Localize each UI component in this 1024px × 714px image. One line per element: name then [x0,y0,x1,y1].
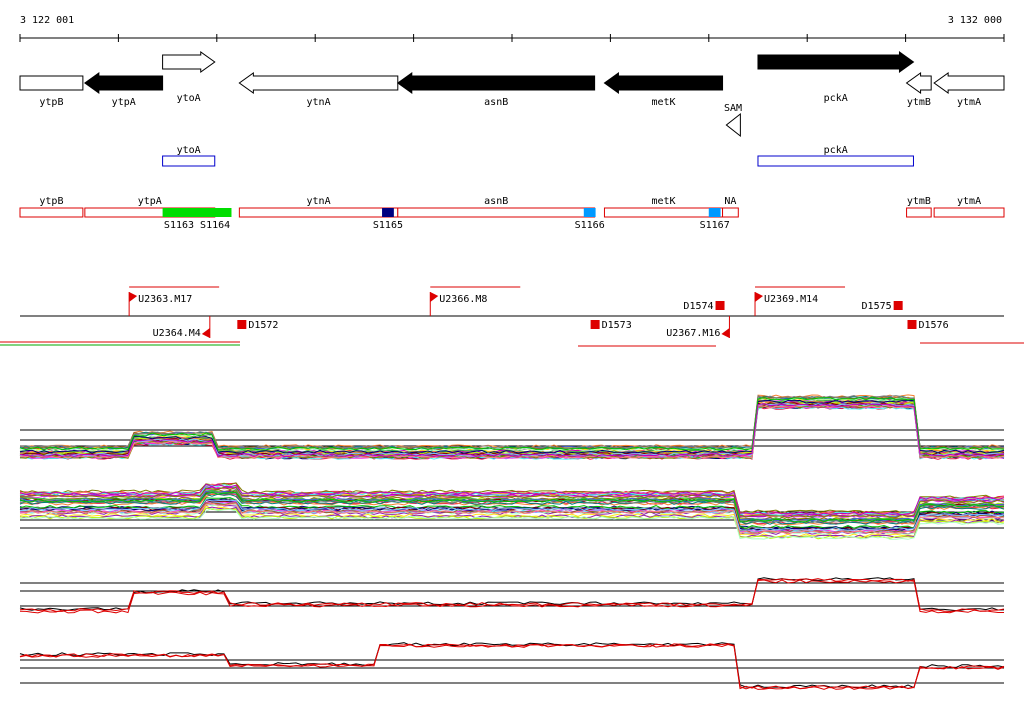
segment-mark-S1163 S1164 [162,208,232,217]
downstream-mark-D1576 [907,320,917,329]
expression-trace [19,486,1005,519]
operon-label-ytoA: ytoA [177,145,201,156]
expression-trace [19,403,1005,458]
downstream-mark-D1573 [590,320,600,329]
transcript-box-metK [603,207,724,218]
gene-arrow-ytmA [933,72,1005,94]
expression-trace [19,484,1005,516]
sam-track: SAM [724,103,742,138]
upstream-label-U2364.M4: U2364.M4 [153,328,201,339]
gene-arrow-pckA [757,51,915,73]
segment-mark-S1166 [583,208,596,217]
operon-label-pckA: pckA [824,145,848,156]
expression-trace [19,642,1005,689]
upstream-label-U2369.M14: U2369.M14 [764,294,818,305]
expression-trace [19,507,1005,540]
upstream-flag-icon [201,328,210,338]
expression-trace [19,482,1005,514]
expression-profiles [19,394,1005,690]
expression-trace [19,489,1005,521]
segment-label-S1166: S1166 [575,220,605,231]
upstream-flag-icon [721,328,730,338]
transcript-box-ytnA [238,207,399,218]
transcript-label-NA: NA [724,196,736,207]
expression-trace [19,643,1005,690]
gene-arrow-ytoA [162,51,216,73]
expression-trace [19,394,1005,450]
expression-trace [19,502,1005,535]
gene-label-ytpB: ytpB [39,97,63,108]
downstream-label-D1575: D1575 [862,301,892,312]
expression-trace [19,499,1005,532]
transcript-track: ytpB ytpA ytnA asnB metK NA ytmB ytmA [19,196,1005,218]
upstream-flag-icon [129,292,138,302]
upstream-flag-icon [430,292,439,302]
downstream-label-D1572: D1572 [248,320,278,331]
gene-label-metK: metK [651,97,675,108]
ruler-start-label: 3 122 001 [20,15,74,26]
upstream-label-U2366.M8: U2366.M8 [439,294,487,305]
downstream-mark-D1575 [893,301,903,310]
gene-arrow-ytpA [83,72,164,94]
expression-trace [19,402,1005,457]
transcript-box-ytmA [933,207,1005,218]
segment-label-S1163 S1164: S1163 S1164 [164,220,230,231]
upstream-label-U2363.M17: U2363.M17 [138,294,192,305]
gene-arrow-ytmB [905,72,932,94]
gene-label-ytpA: ytpA [112,97,136,108]
downstream-mark-D1574 [715,301,725,310]
downstream-label-D1576: D1576 [918,320,948,331]
operon-box-pckA [757,155,914,167]
transcript-box-ytpB [19,207,84,218]
transcript-label-ytpB: ytpB [39,196,63,207]
gene-arrow-ytnA [238,72,399,94]
upstream-label-U2367.M16: U2367.M16 [666,328,720,339]
expression-trace [19,579,1004,614]
downstream-mark-D1572 [237,320,247,329]
expression-trace [19,491,1005,523]
gene-label-ytmA: ytmA [957,97,981,108]
transcript-label-ytnA: ytnA [307,196,331,207]
upstream-flag-icon [755,292,764,302]
transcript-label-metK: metK [651,196,675,207]
transcript-box-ytmB [906,207,932,218]
downstream-label-D1574: D1574 [683,301,713,312]
expression-trace [19,483,1005,516]
segment-label-S1167: S1167 [700,220,730,231]
gene-track: ytpB ytpA ytoA ytnA asnB metK pckA ytmB ytmA [19,51,1005,108]
segment-mark-S1165 [382,208,394,217]
expression-trace [19,399,1005,454]
expression-trace [19,643,1005,690]
gene-arrow-ytpB [19,75,84,91]
operon-track: ytoA pckA [162,145,914,167]
downstream-label-D1573: D1573 [602,320,632,331]
gene-label-ytmB: ytmB [907,97,931,108]
gene-label-asnB: asnB [484,97,508,108]
segment-track: S1163 S1164 S1165 S1166 S1167 [162,208,730,231]
expression-trace [19,577,1005,612]
gene-label-ytoA: ytoA [177,93,201,104]
expression-trace [20,493,1005,526]
gene-arrow-metK [603,72,724,94]
expression-trace [19,396,1005,451]
transcript-label-ytpA: ytpA [138,196,162,207]
transcript-box-NA [722,207,739,218]
gene-arrow-asnB [396,72,596,94]
segment-mark-S1167 [708,208,721,217]
coordinate-ruler: 3 122 001 3 132 000 [19,15,1005,42]
transcript-label-asnB: asnB [484,196,508,207]
ruler-end-label: 3 132 000 [948,15,1002,26]
expression-trace [19,578,1005,613]
feature-track: U2363.M17 U2366.M8 U2369.M14 U2364.M4 U2367.… [0,286,1024,347]
gene-label-ytnA: ytnA [307,97,331,108]
operon-box-ytoA [162,155,216,167]
gene-label-pckA: pckA [824,93,848,104]
segment-label-S1165: S1165 [373,220,403,231]
sam-label: SAM [724,103,742,114]
transcript-box-asnB [397,207,596,218]
transcript-label-ytmB: ytmB [907,196,931,207]
sam-arrow-icon [725,112,741,138]
transcript-label-ytmA: ytmA [957,196,981,207]
